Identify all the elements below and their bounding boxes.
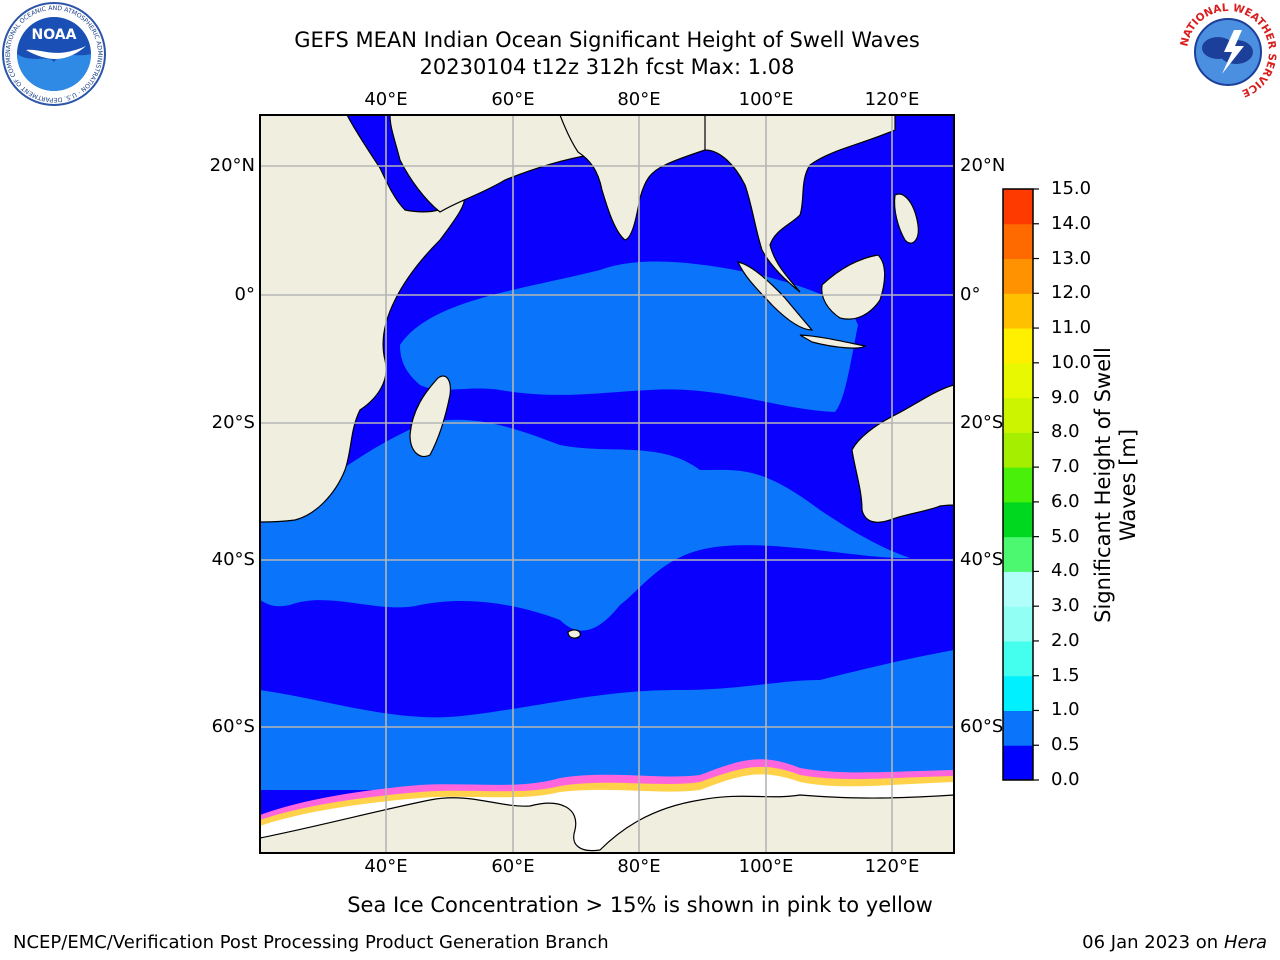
- colorbar-tick-label: 12.0: [1051, 282, 1092, 304]
- lat-label-right: 60°S: [960, 716, 1004, 737]
- colorbar-tick-label: 5.0: [1051, 525, 1080, 547]
- colorbar-segment: [1003, 710, 1033, 746]
- colorbar-tick-label: 1.5: [1051, 664, 1080, 686]
- colorbar-segment: [1003, 606, 1033, 642]
- colorbar-tick-label: 7.0: [1051, 456, 1080, 478]
- colorbar-title: Significant Height of Swell Waves [m]: [1091, 347, 1140, 623]
- colorbar-segment: [1003, 189, 1033, 225]
- lon-label-bottom: 100°E: [738, 856, 794, 877]
- lon-label-bottom: 120°E: [864, 856, 920, 877]
- lat-label-right: 20°N: [960, 155, 1006, 176]
- colorbar-tick-label: 14.0: [1051, 212, 1092, 234]
- land-southeast-asia: [704, 115, 896, 293]
- lon-label-top: 40°E: [364, 89, 408, 110]
- lat-label-left: 20°N: [209, 155, 255, 176]
- map: [259, 114, 955, 854]
- colorbar-segment: [1003, 675, 1033, 711]
- colorbar-tick-label: 15.0: [1051, 178, 1092, 199]
- colorbar-segment: [1003, 397, 1033, 433]
- colorbar-segment: [1003, 571, 1033, 607]
- land-australia: [851, 384, 954, 523]
- swell-band-tropical: [400, 261, 858, 412]
- land-madagascar: [409, 375, 451, 457]
- colorbar-segment: [1003, 258, 1033, 294]
- colorbar-tick-label: 0.0: [1051, 769, 1080, 790]
- lon-label-top: 80°E: [617, 89, 661, 110]
- land-borneo: [821, 254, 886, 320]
- lat-label-left: 20°S: [211, 412, 255, 433]
- colorbar-tick-label: 6.0: [1051, 490, 1080, 512]
- colorbar-tick-label: 9.0: [1051, 386, 1080, 408]
- colorbar-segment: [1003, 362, 1033, 399]
- colorbar-segment: [1003, 467, 1033, 503]
- lat-label-right: 40°S: [960, 549, 1004, 570]
- land-sumatra: [736, 261, 814, 331]
- colorbar-tick-label: 11.0: [1051, 317, 1092, 339]
- colorbar-segment: [1003, 328, 1033, 364]
- land-antarctica: [260, 794, 954, 853]
- colorbar-tick-label: 10.0: [1051, 351, 1092, 373]
- lat-label-left: 40°S: [211, 549, 255, 570]
- colorbar-tick-label: 3.0: [1051, 595, 1080, 617]
- land-kerguelen: [567, 629, 581, 639]
- swell-band-antarctic: [260, 650, 954, 790]
- lon-label-top: 60°E: [491, 89, 535, 110]
- chart-title: GEFS MEAN Indian Ocean Significant Heigh…: [294, 28, 920, 52]
- colorbar-tick-label: 4.0: [1051, 560, 1080, 582]
- noaa-logo-text: NOAA: [32, 27, 77, 43]
- colorbar-segment: [1003, 432, 1033, 468]
- colorbar-segment: [1003, 745, 1033, 781]
- lon-label-bottom: 80°E: [617, 856, 661, 877]
- colorbar-segment: [1003, 501, 1033, 538]
- colorbar-segment: [1003, 293, 1033, 329]
- footer-date: 06 Jan 2023 on Hera: [1082, 933, 1267, 953]
- land-philippines: [893, 193, 919, 244]
- lon-label-bottom: 60°E: [491, 856, 535, 877]
- colorbar-tick-label: 1.0: [1051, 699, 1080, 721]
- sea-ice-note: Sea Ice Concentration > 15% is shown in …: [347, 893, 933, 917]
- lat-label-left: 60°S: [211, 716, 255, 737]
- swell-band-southern: [260, 419, 910, 631]
- colorbar-segment: [1003, 536, 1033, 572]
- lon-label-bottom: 40°E: [364, 856, 408, 877]
- map-frame: [259, 114, 955, 854]
- footer-credit: NCEP/EMC/Verification Post Processing Pr…: [13, 932, 609, 953]
- chart-subtitle: 20230104 t12z 312h fcst Max: 1.08: [419, 55, 795, 79]
- colorbar-tick-label: 13.0: [1051, 247, 1092, 269]
- lon-label-top: 100°E: [738, 89, 794, 110]
- lat-label-left: 0°: [234, 284, 255, 305]
- colorbar-tick-label: 2.0: [1051, 629, 1080, 651]
- lat-label-right: 0°: [960, 284, 981, 305]
- lat-label-right: 20°S: [960, 412, 1004, 433]
- land-africa: [260, 115, 465, 523]
- lon-label-top: 120°E: [864, 89, 920, 110]
- footer-date-text: 06 Jan 2023 on: [1082, 932, 1224, 953]
- colorbar-tick-label: 0.5: [1051, 734, 1080, 756]
- land-java: [799, 334, 867, 349]
- colorbar-segment: [1003, 640, 1033, 677]
- graticule: [260, 115, 954, 853]
- nws-logo: NATIONAL WEATHER SERVICE: [1178, 2, 1278, 101]
- colorbar-frame: [1002, 188, 1034, 781]
- noaa-logo: NATIONAL OCEANIC AND ATMOSPHERIC ADMINIS…: [2, 2, 106, 106]
- footer-host: Hera: [1223, 932, 1267, 953]
- colorbar-segment: [1003, 223, 1033, 260]
- colorbar-tick-label: 8.0: [1051, 421, 1080, 443]
